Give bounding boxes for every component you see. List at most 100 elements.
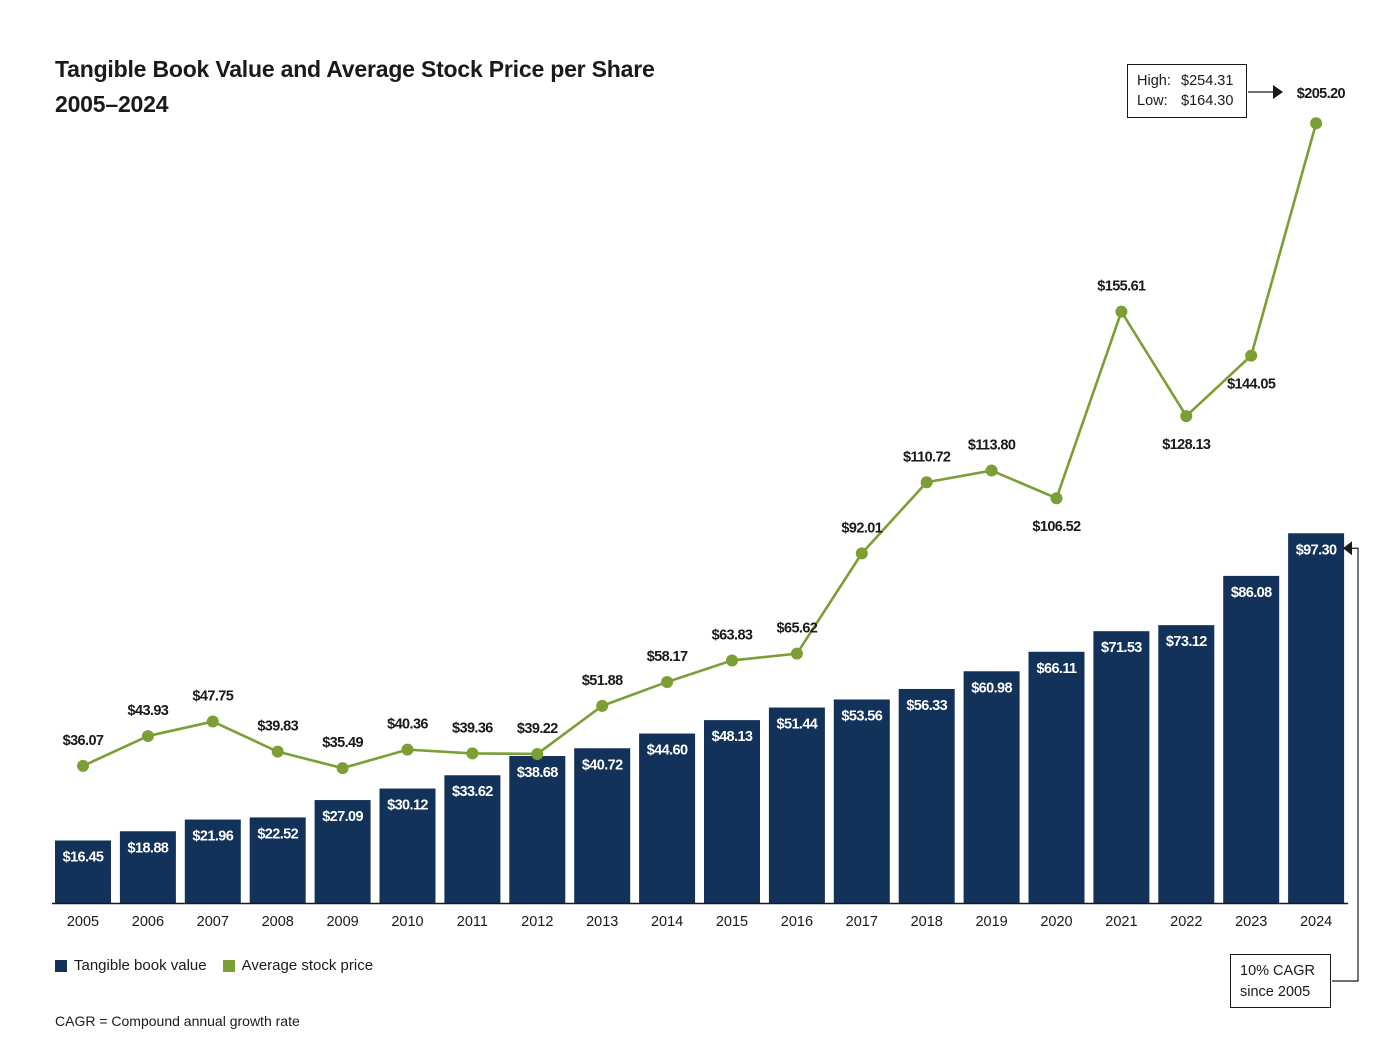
tbv-bar <box>379 788 436 903</box>
x-tick-label: 2012 <box>521 914 553 930</box>
price-line-layer: $36.07 $43.93 $47.75 $39.83 $35.49 $40.36 $39.… <box>63 117 1323 775</box>
x-tick-label: 2006 <box>132 914 164 930</box>
price-point-label: $128.13 <box>1162 437 1211 453</box>
low-label: Low: <box>1137 93 1168 109</box>
price-point <box>271 745 284 758</box>
tbv-bar <box>314 800 371 903</box>
x-tick-label: 2021 <box>1105 914 1137 930</box>
arrow-right-icon <box>1273 85 1283 99</box>
price-point <box>920 476 933 489</box>
tbv-bar-label: $48.13 <box>712 729 753 745</box>
tbv-bar <box>509 756 566 903</box>
price-point <box>77 759 89 772</box>
x-tick-label: 2013 <box>586 914 618 930</box>
tbv-bar-label: $86.08 <box>1231 585 1272 601</box>
price-point-label: $92.01 <box>841 520 882 536</box>
x-tick-label: 2010 <box>391 914 423 930</box>
tbv-bar <box>768 707 825 903</box>
tbv-bar <box>898 688 955 903</box>
x-tick-label: 2007 <box>197 914 229 930</box>
tbv-bar-label: $71.53 <box>1101 640 1142 656</box>
price-point-label: $106.52 <box>1032 519 1081 535</box>
x-tick-label: 2008 <box>262 914 294 930</box>
cagr-line2: since 2005 <box>1240 984 1311 1000</box>
tbv-bar-label: $56.33 <box>906 698 947 714</box>
tbv-bar-label: $22.52 <box>257 826 298 842</box>
x-tick-label: 2023 <box>1235 914 1267 930</box>
price-point <box>531 747 544 760</box>
price-point <box>1245 349 1258 362</box>
tbv-bar <box>833 699 890 903</box>
x-tick-label: 2024 <box>1300 914 1332 930</box>
price-point <box>726 654 738 667</box>
price-point-label: $155.61 <box>1097 279 1146 295</box>
chart-title-line1: Tangible Book Value and Average Stock Pr… <box>55 56 655 82</box>
tbv-bar-label: $60.98 <box>971 680 1012 696</box>
price-point <box>661 675 674 688</box>
tbv-bar <box>963 671 1020 903</box>
price-point <box>985 464 998 477</box>
x-tick-label: 2018 <box>911 914 943 930</box>
legend-item-tbv: Tangible book value <box>55 957 207 974</box>
price-point-label: $39.36 <box>452 720 493 736</box>
arrow-left-icon <box>1343 541 1352 556</box>
legend: Tangible book value Average stock price <box>55 957 389 974</box>
tbv-bar-label: $18.88 <box>128 840 169 856</box>
x-tick-label: 2011 <box>457 914 488 930</box>
high-row: High: $254.31 <box>1137 71 1246 91</box>
x-tick-label: 2005 <box>67 914 99 930</box>
price-point <box>1310 117 1323 130</box>
tbv-bar <box>574 748 631 903</box>
x-tick-label: 2020 <box>1040 914 1072 930</box>
price-point-label: $113.80 <box>968 438 1016 454</box>
chart-title: Tangible Book Value and Average Stock Pr… <box>55 52 655 122</box>
legend-swatch-tbv <box>55 959 67 972</box>
x-tick-label: 2016 <box>781 914 813 930</box>
tbv-bar-label: $73.12 <box>1166 634 1207 650</box>
tbv-bar <box>249 817 306 903</box>
price-point-label: $63.83 <box>712 627 753 643</box>
tbv-bar <box>704 720 760 903</box>
tbv-bar <box>1288 533 1345 903</box>
x-tick-label: 2015 <box>716 914 748 930</box>
tbv-bar <box>55 840 111 903</box>
legend-item-price: Average stock price <box>222 957 373 974</box>
tbv-bar-label: $40.72 <box>582 757 623 773</box>
tbv-bar-label: $27.09 <box>322 809 363 825</box>
tbv-bar-label: $44.60 <box>647 743 688 759</box>
tbv-bar-label: $33.62 <box>452 784 493 800</box>
bars-layer: $16.45 $18.88 $21.96 $22.52 $27.09 $30.12 $33.… <box>55 533 1345 903</box>
x-tick-label: 2009 <box>326 914 358 930</box>
price-point-label: $58.17 <box>647 649 688 665</box>
price-point-label: $40.36 <box>387 717 428 733</box>
tbv-bar <box>639 733 696 903</box>
tbv-bar-label: $97.30 <box>1296 542 1337 558</box>
high-value: $254.31 <box>1181 73 1234 89</box>
x-tick-label: 2022 <box>1170 914 1202 930</box>
price-point-label: $47.75 <box>192 689 233 705</box>
price-point-label: $35.49 <box>322 735 363 751</box>
x-tick-label: 2017 <box>846 914 878 930</box>
price-point-label: $43.93 <box>128 703 169 719</box>
tbv-bar-label: $38.68 <box>517 765 558 781</box>
chart-title-line2: 2005–2024 <box>55 91 169 117</box>
tbv-bar-label: $30.12 <box>387 798 428 814</box>
tbv-bar-label: $51.44 <box>777 717 818 733</box>
price-point-label: $65.62 <box>777 621 818 637</box>
price-point <box>1180 410 1193 423</box>
tbv-bar-label: $21.96 <box>192 829 233 845</box>
price-point-label: $51.88 <box>582 673 623 689</box>
low-row: Low: $164.30 <box>1137 91 1246 111</box>
x-tick-label: 2019 <box>975 914 1007 930</box>
tbv-bar <box>184 819 241 903</box>
legend-swatch-price <box>222 959 235 972</box>
tbv-bar-label: $53.56 <box>841 708 882 724</box>
price-point <box>206 715 219 728</box>
tbv-bar <box>1223 575 1280 903</box>
price-point <box>1050 492 1063 505</box>
x-axis: 2005 2006 2007 2008 2009 2010 2011 2012 2013 2014… <box>52 902 1349 930</box>
price-point <box>790 647 803 660</box>
tbv-bar <box>119 831 176 903</box>
annotation-layer: $205.20 <box>1248 85 1359 982</box>
